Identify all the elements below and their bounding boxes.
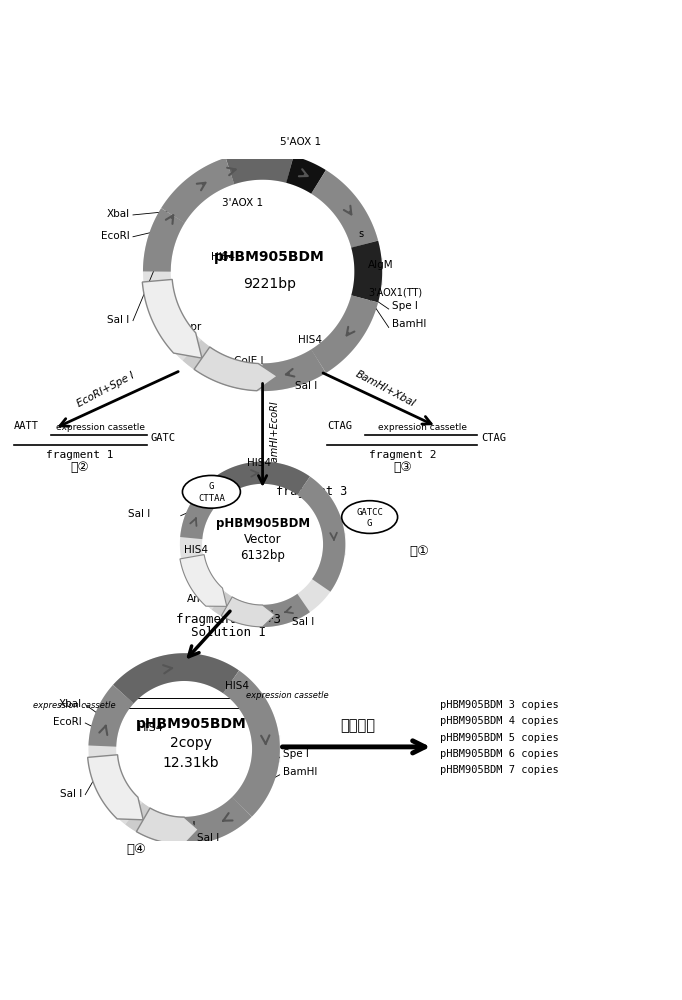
Ellipse shape bbox=[342, 501, 398, 533]
Polygon shape bbox=[88, 755, 143, 820]
Text: 12.31kb: 12.31kb bbox=[162, 756, 220, 770]
Text: BamHI+EcoRI: BamHI+EcoRI bbox=[270, 400, 280, 468]
Text: expression cassetle: expression cassetle bbox=[56, 423, 145, 432]
Text: 2copy: 2copy bbox=[170, 736, 212, 750]
Text: ColE I: ColE I bbox=[234, 356, 264, 366]
Text: 图④: 图④ bbox=[126, 843, 147, 856]
Polygon shape bbox=[221, 597, 275, 627]
Text: pHBM905BDM 6 copies: pHBM905BDM 6 copies bbox=[440, 749, 559, 759]
Text: GATCC: GATCC bbox=[356, 508, 383, 517]
Text: pHBM905BDM 4 copies: pHBM905BDM 4 copies bbox=[440, 716, 559, 726]
Ellipse shape bbox=[182, 475, 240, 508]
Text: CTAG: CTAG bbox=[327, 421, 353, 431]
Text: Sal I: Sal I bbox=[107, 315, 130, 325]
Text: G: G bbox=[209, 482, 214, 491]
Text: pHBM905BDM: pHBM905BDM bbox=[136, 717, 246, 731]
Text: Sal I: Sal I bbox=[295, 381, 317, 391]
Text: BamHI: BamHI bbox=[392, 319, 426, 329]
Text: pHBM905BDM: pHBM905BDM bbox=[214, 250, 325, 264]
Text: ColE I: ColE I bbox=[244, 610, 274, 620]
Text: Vector: Vector bbox=[243, 533, 282, 546]
Text: 图③: 图③ bbox=[393, 461, 412, 474]
Text: pHBM905BDM 3 copies: pHBM905BDM 3 copies bbox=[440, 700, 559, 710]
Text: fragment 1+2+3: fragment 1+2+3 bbox=[176, 613, 281, 626]
Text: Sal I: Sal I bbox=[197, 833, 219, 843]
Text: ColE I: ColE I bbox=[166, 821, 196, 831]
Text: BamHI: BamHI bbox=[283, 767, 317, 777]
Text: BamHI+XbaI: BamHI+XbaI bbox=[354, 369, 417, 409]
Text: Spe I: Spe I bbox=[392, 301, 418, 311]
Text: Ampr: Ampr bbox=[173, 322, 202, 332]
Text: AlgM: AlgM bbox=[368, 260, 394, 270]
Text: 9221bp: 9221bp bbox=[243, 277, 296, 291]
Text: expression cassetle: expression cassetle bbox=[33, 701, 116, 710]
Text: 3'AOX 1: 3'AOX 1 bbox=[222, 198, 263, 208]
Text: AATT: AATT bbox=[14, 421, 39, 431]
Text: CTAG: CTAG bbox=[481, 433, 506, 443]
Text: Solution I: Solution I bbox=[191, 626, 266, 639]
Text: XbaI: XbaI bbox=[106, 209, 130, 219]
Text: fragment 2: fragment 2 bbox=[369, 450, 436, 460]
Text: expression cassetle: expression cassetle bbox=[379, 423, 467, 432]
Text: 6132bp: 6132bp bbox=[240, 549, 285, 562]
Text: 3'AOX1(TT): 3'AOX1(TT) bbox=[368, 287, 422, 297]
Polygon shape bbox=[194, 347, 278, 391]
Text: pHBM905BDM 7 copies: pHBM905BDM 7 copies bbox=[440, 765, 559, 775]
Polygon shape bbox=[143, 279, 202, 358]
Text: s: s bbox=[358, 229, 364, 239]
Text: pHBM905BDM: pHBM905BDM bbox=[216, 517, 310, 530]
Text: Sal I: Sal I bbox=[128, 509, 150, 519]
Text: EcoRI: EcoRI bbox=[101, 231, 130, 241]
Text: EcoRI+Spe I: EcoRI+Spe I bbox=[75, 370, 136, 409]
Text: 5'AOX 1: 5'AOX 1 bbox=[280, 137, 321, 147]
Text: HIS4: HIS4 bbox=[138, 723, 164, 733]
Text: pHBM905BDM 5 copies: pHBM905BDM 5 copies bbox=[440, 733, 559, 743]
Text: Ampr: Ampr bbox=[187, 594, 216, 604]
Polygon shape bbox=[136, 808, 198, 844]
Text: EcoRI: EcoRI bbox=[53, 717, 82, 727]
Text: GATC: GATC bbox=[150, 433, 175, 443]
Text: Spe I: Spe I bbox=[283, 749, 309, 759]
Text: Sal I: Sal I bbox=[59, 789, 82, 799]
Text: fragment 3: fragment 3 bbox=[276, 485, 347, 498]
Text: HIS4: HIS4 bbox=[225, 681, 250, 691]
Text: Sal I: Sal I bbox=[292, 617, 314, 627]
Text: CTTAA: CTTAA bbox=[198, 494, 225, 503]
Text: 依此类推: 依此类推 bbox=[340, 719, 376, 734]
Text: fragment 1: fragment 1 bbox=[46, 450, 114, 460]
Text: Ampr: Ampr bbox=[112, 806, 140, 816]
Text: G: G bbox=[367, 519, 372, 528]
Text: HIS4: HIS4 bbox=[247, 458, 271, 468]
Text: HIS4: HIS4 bbox=[184, 545, 208, 555]
Text: HIS4: HIS4 bbox=[298, 335, 323, 345]
Polygon shape bbox=[180, 555, 226, 606]
Text: 图②: 图② bbox=[71, 461, 89, 474]
Text: expression cassetle: expression cassetle bbox=[246, 691, 328, 700]
Text: HIS4: HIS4 bbox=[211, 252, 235, 262]
Text: 图①: 图① bbox=[409, 545, 429, 558]
Text: XbaI: XbaI bbox=[59, 699, 82, 709]
